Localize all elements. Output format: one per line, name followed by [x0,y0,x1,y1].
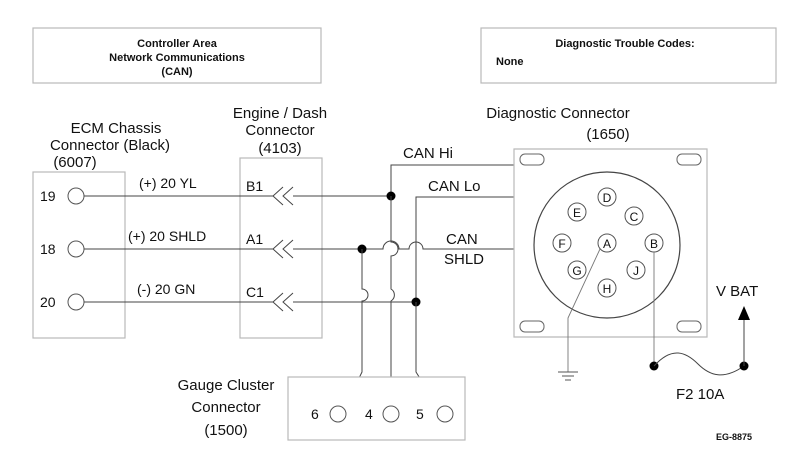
diag-pin-c-label: C [630,210,639,224]
wire-label-gn: (-) 20 GN [137,281,195,297]
engine-dash-title-line2: Connector [245,122,314,139]
dtc-value: None [496,56,524,68]
diag-pin-g-label: G [572,264,581,278]
fuse-f2 [653,352,745,376]
gauge-pin-6-label: 6 [311,406,319,422]
ecm-title-line1: ECM Chassis [71,120,162,137]
diag-pin-b-label: B [650,237,658,251]
gauge-drop-can-hi [390,196,399,405]
wire-label-shld: (+) 20 SHLD [128,228,206,244]
diag-pin-a [597,233,617,253]
diag-pin-f-label: F [558,237,565,251]
vbat-arrow-icon [738,306,750,320]
diag-part-number: (1650) [586,126,629,143]
wire-label-yl: (+) 20 YL [139,175,197,191]
ecm-title-line2: Connector (Black) [50,137,170,154]
ecm-pin-20-label: 20 [40,294,56,310]
ecm-pin-19-label: 19 [40,188,56,204]
can-shld-label-line1: CAN [446,231,478,248]
diag-pin-d [597,187,617,207]
gauge-title-line1: Gauge Cluster [178,377,275,394]
diag-pin-j [626,260,646,280]
gauge-pin-5 [436,405,454,423]
gauge-pin-5-label: 5 [416,406,424,422]
diag-pin-e-label: E [573,206,581,220]
diag-slot-bl [519,320,545,333]
engine-dash-pin-c1-label: C1 [246,284,264,300]
gauge-part-number: (1500) [204,422,247,439]
gauge-drop-shld [344,249,369,408]
ecm-pin-18-label: 18 [40,241,56,257]
gauge-pin-6 [329,405,347,423]
ground-icon [558,371,578,381]
vbat-label: V BAT [716,283,758,300]
ecm-pin-20 [67,293,85,311]
ecm-part-number: (6007) [53,154,96,171]
diag-pin-h [597,278,617,298]
diag-pin-a-label: A [603,237,611,251]
diag-slot-tr [676,153,702,166]
can-title-line1: Controller Area [137,38,218,50]
can-shld-wire [362,240,601,250]
diag-pin-e [567,202,587,222]
figure-tag: EG-8875 [716,432,752,442]
gauge-title-line2: Connector [191,399,260,416]
ecm-pin-18 [67,240,85,258]
dtc-title: Diagnostic Trouble Codes: [555,38,694,50]
can-lo-label: CAN Lo [428,178,481,195]
engine-dash-connector-body [239,157,323,339]
can-hi-label: CAN Hi [403,145,453,162]
engine-dash-part-number: (4103) [258,140,301,157]
engine-dash-pin-b1-label: B1 [246,178,263,194]
engine-dash-title-line1: Engine / Dash [233,105,327,122]
engine-dash-pin-a1-label: A1 [246,231,263,247]
gauge-connector-body [287,376,466,441]
diag-pin-h-label: H [603,282,612,296]
diag-slot-tl [519,153,545,166]
ecm-pin-19 [67,187,85,205]
can-shld-label-line2: SHLD [444,251,484,268]
gauge-pin-4 [382,405,400,423]
dtc-box [480,27,777,84]
diag-pin-c [624,206,644,226]
diag-pin-g [567,260,587,280]
diag-pin-j-label: J [633,264,639,278]
diag-pin-d-label: D [603,191,612,205]
diag-title: Diagnostic Connector [486,105,629,122]
can-info-box [32,27,322,84]
can-title-line3: (CAN) [161,66,192,78]
diag-pin-f [552,233,572,253]
fuse-label: F2 10A [676,386,724,403]
gauge-pin-4-label: 4 [365,406,373,422]
can-title-line2: Network Communications [109,52,245,64]
diag-slot-br [676,320,702,333]
ground-wire [567,248,601,372]
